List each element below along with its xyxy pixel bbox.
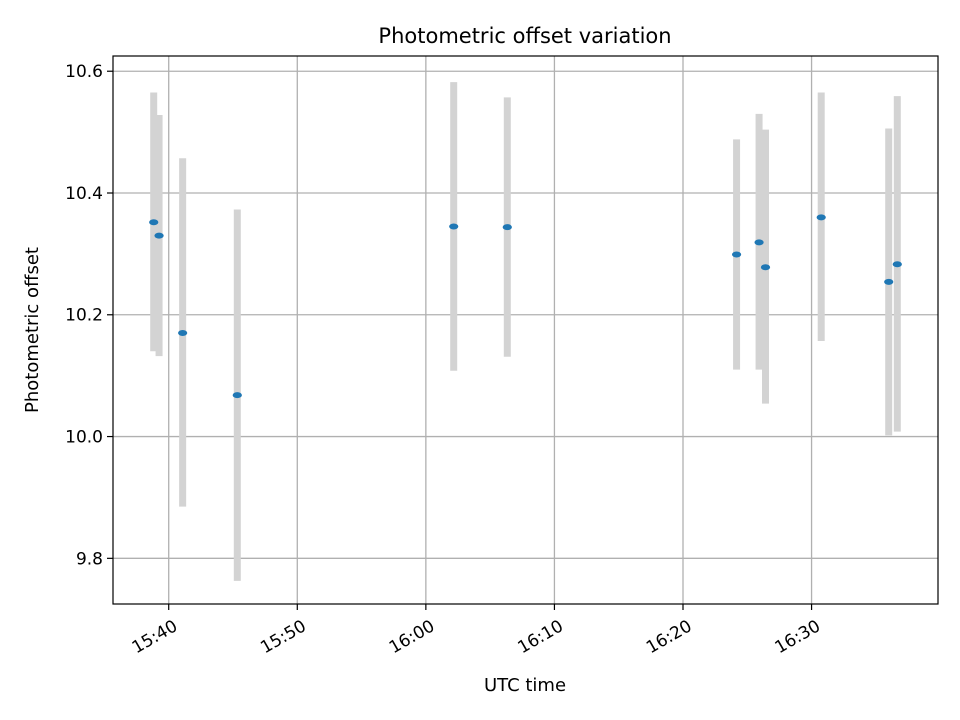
- data-point: [178, 330, 188, 337]
- data-point: [731, 251, 742, 258]
- x-axis: 15:40 15:50 16:00 16:10 16:20 16:30: [129, 604, 824, 658]
- y-tick-label: 10.0: [65, 428, 103, 448]
- y-axis-title: Photometric offset: [22, 247, 43, 413]
- y-tick-label: 10.2: [65, 306, 103, 326]
- x-tick-label: 15:40: [129, 616, 181, 658]
- chart-title: Photometric offset variation: [378, 24, 671, 48]
- data-point: [449, 223, 459, 230]
- y-tick-label: 10.6: [65, 62, 103, 82]
- x-tick-label: 16:10: [514, 616, 566, 658]
- x-tick-label: 16:20: [643, 616, 695, 658]
- data-point: [754, 239, 764, 246]
- x-tick-label: 16:30: [772, 616, 824, 658]
- data-point: [232, 392, 242, 399]
- error-bars: [150, 82, 901, 581]
- x-tick-label: 15:50: [257, 616, 309, 658]
- data-points: [149, 214, 902, 399]
- y-tick-label: 10.4: [65, 184, 103, 204]
- data-point: [884, 278, 894, 285]
- data-point: [149, 219, 159, 226]
- plot-frame: [112, 55, 939, 605]
- y-tick-label: 9.8: [76, 549, 103, 569]
- x-tick-label: 16:00: [386, 616, 438, 658]
- data-point: [502, 224, 512, 231]
- data-point: [154, 232, 164, 239]
- gridlines: [113, 56, 938, 604]
- data-point: [892, 261, 902, 268]
- y-axis: 9.8 10.0 10.2 10.4 10.6: [65, 62, 113, 569]
- x-axis-title: UTC time: [484, 675, 566, 696]
- data-point: [760, 264, 771, 271]
- data-point: [816, 214, 826, 221]
